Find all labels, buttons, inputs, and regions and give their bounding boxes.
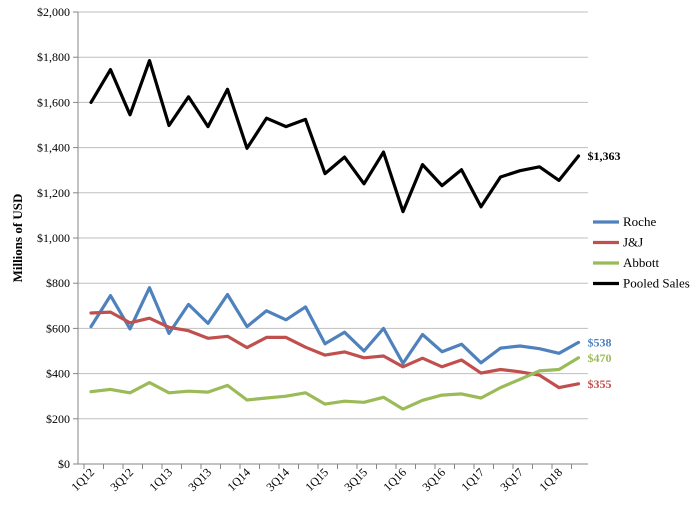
- x-tick-label: 3Q17: [497, 465, 526, 494]
- y-tick-label: $800: [46, 276, 70, 290]
- end-label: $355: [588, 377, 612, 391]
- y-tick-label: $1,400: [37, 141, 70, 155]
- series-lines: [89, 58, 581, 411]
- series-line: [89, 356, 581, 411]
- x-tick-label: 3Q14: [263, 465, 292, 494]
- end-label: $1,363: [588, 149, 621, 163]
- x-tick-label: 1Q15: [302, 465, 331, 494]
- x-tick-label: 3Q13: [185, 465, 214, 494]
- y-tick-label: $600: [46, 321, 70, 335]
- legend-label: J&J: [623, 235, 643, 250]
- y-tick-label: $1,600: [37, 95, 70, 109]
- legend: Roche J&J Abbott Pooled Sales: [593, 214, 690, 291]
- end-label: $538: [588, 335, 612, 349]
- axes: [77, 12, 588, 469]
- y-tick-label: $1,000: [37, 231, 70, 245]
- gridlines: [73, 11, 588, 465]
- x-tick-label: 1Q18: [536, 465, 565, 494]
- y-tick-label: $200: [46, 412, 70, 426]
- x-tick-label: 3Q15: [341, 465, 370, 494]
- y-tick-label: $1,200: [37, 186, 70, 200]
- x-tick-label: 1Q14: [224, 465, 253, 494]
- x-tick-label: 1Q12: [68, 465, 97, 494]
- y-tick-label: $400: [46, 367, 70, 381]
- y-axis-label: Millions of USD: [10, 194, 25, 283]
- x-tick-label: 3Q16: [419, 465, 448, 494]
- series-line: [89, 58, 581, 214]
- end-labels: $538 $355 $470 $1,363: [588, 149, 621, 391]
- y-tick-label: $0: [58, 457, 70, 471]
- x-tick-label: 1Q16: [380, 465, 409, 494]
- x-tick-label: 3Q12: [107, 465, 136, 494]
- y-tick-label: $2,000: [37, 5, 70, 19]
- end-label: $470: [588, 351, 612, 365]
- y-tick-label: $1,800: [37, 50, 70, 64]
- series-line: [89, 310, 581, 390]
- x-tick-label: 1Q13: [146, 465, 175, 494]
- x-tick-label: 1Q17: [458, 465, 487, 494]
- legend-label: Roche: [623, 214, 656, 229]
- x-tick-labels: 1Q12 3Q12 1Q13 3Q13 1Q14 3Q14 1Q15 3Q15 1Q16 3Q16…: [68, 465, 565, 494]
- y-tick-labels: $0 $200 $400 $600 $800 $1,000 $1,200 $1,400 $1,6…: [37, 5, 70, 471]
- legend-label: Pooled Sales: [623, 276, 690, 291]
- legend-label: Abbott: [623, 255, 660, 270]
